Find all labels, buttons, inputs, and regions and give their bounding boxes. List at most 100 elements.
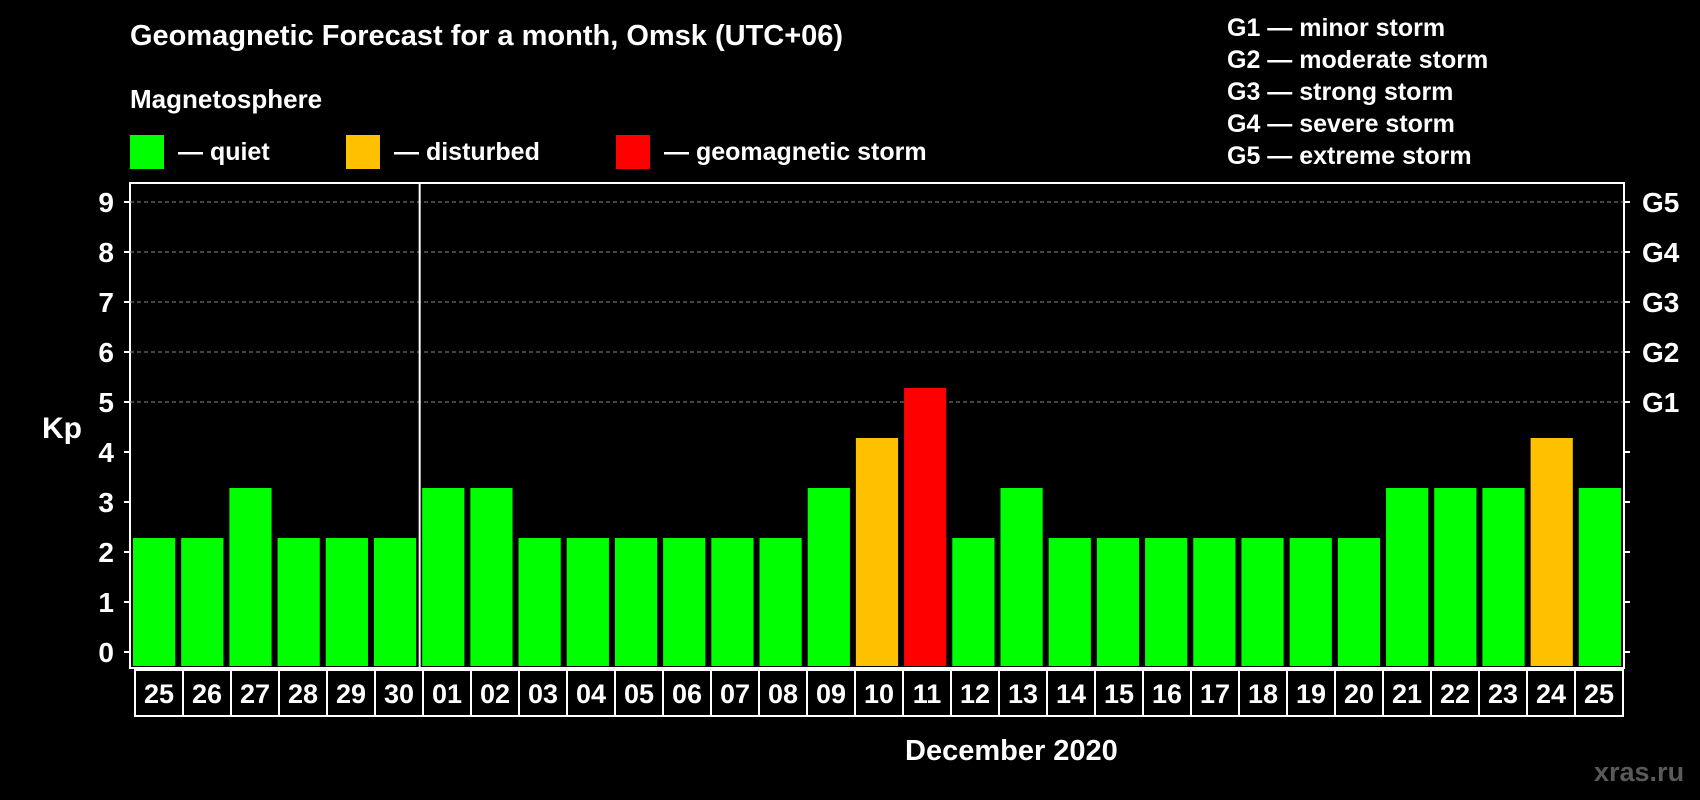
- y-tick-label: 5: [98, 387, 114, 418]
- x-tick-label: 12: [960, 679, 990, 709]
- storm-scale-g2: G2 — moderate storm: [1227, 46, 1489, 74]
- legend-label-storm: — geomagnetic storm: [664, 137, 927, 166]
- kp-bar: [1482, 488, 1525, 666]
- storm-scale-g1: G1 — minor storm: [1227, 14, 1446, 42]
- x-tick-label: 23: [1488, 679, 1518, 709]
- g-scale-label: G2: [1642, 337, 1679, 368]
- legend-item-disturbed: — disturbed: [346, 135, 540, 169]
- x-tick-label: 24: [1536, 679, 1566, 709]
- x-tick-label: 25: [144, 679, 174, 709]
- kp-bar: [1434, 488, 1477, 666]
- x-tick-label: 18: [1248, 679, 1278, 709]
- x-tick-label: 07: [720, 679, 750, 709]
- kp-bar: [1241, 538, 1284, 666]
- kp-bar: [1048, 538, 1091, 666]
- kp-bar: [807, 488, 850, 666]
- kp-bar: [325, 538, 368, 666]
- kp-bar: [470, 488, 513, 666]
- kp-bar: [229, 488, 272, 666]
- kp-bar: [1193, 538, 1236, 666]
- g-scale-label: G1: [1642, 387, 1679, 418]
- kp-bar: [614, 538, 658, 666]
- kp-bar: [711, 538, 754, 666]
- kp-bar: [1096, 538, 1140, 666]
- x-tick-label: 29: [336, 679, 366, 709]
- x-tick-label: 26: [192, 679, 222, 709]
- x-tick-label: 28: [288, 679, 318, 709]
- y-tick-label: 3: [98, 487, 114, 518]
- g-scale-label: G4: [1642, 237, 1680, 268]
- x-tick-label: 02: [480, 679, 510, 709]
- plot-frame: [129, 182, 1625, 669]
- kp-bar: [759, 538, 802, 666]
- x-tick-label: 30: [384, 679, 414, 709]
- legend-item-storm: — geomagnetic storm: [616, 135, 927, 169]
- kp-bar: [181, 538, 224, 666]
- x-tick-label: 08: [768, 679, 798, 709]
- date-axis-box: [134, 669, 1624, 717]
- y-axis-title: Kp: [42, 412, 82, 445]
- storm-scale-g5: G5 — extreme storm: [1227, 142, 1472, 170]
- x-tick-label: 16: [1152, 679, 1182, 709]
- kp-bar: [1530, 438, 1573, 666]
- kp-bar: [1337, 538, 1381, 666]
- x-axis-title: December 2020: [905, 735, 1118, 767]
- x-tick-label: 11: [913, 679, 942, 709]
- legend-swatch-storm: [616, 135, 650, 169]
- legend-swatch-disturbed: [346, 135, 380, 169]
- x-tick-label: 15: [1104, 679, 1134, 709]
- x-tick-label: 01: [432, 679, 462, 709]
- legend-swatch-quiet: [130, 135, 164, 169]
- y-tick-label: 9: [98, 187, 114, 218]
- x-tick-label: 17: [1200, 679, 1230, 709]
- x-tick-label: 03: [528, 679, 558, 709]
- x-tick-label: 14: [1056, 679, 1086, 709]
- watermark: xras.ru: [1594, 757, 1685, 787]
- x-tick-label: 27: [240, 679, 270, 709]
- legend-subtitle: Magnetosphere: [130, 84, 323, 114]
- kp-bar: [133, 538, 176, 666]
- kp-bar: [904, 388, 947, 666]
- chart-title: Geomagnetic Forecast for a month, Omsk (…: [130, 20, 844, 52]
- kp-bar: [855, 438, 899, 666]
- x-tick-label: 09: [816, 679, 846, 709]
- storm-scale-legend: G1 — minor storm G2 — moderate storm G3 …: [1227, 12, 1488, 172]
- y-tick-label: 1: [98, 587, 114, 618]
- kp-bar: [1289, 538, 1332, 666]
- kp-bar: [373, 538, 417, 666]
- legend-label-quiet: — quiet: [178, 137, 270, 166]
- x-tick-label: 21: [1392, 679, 1422, 709]
- kp-bar: [566, 538, 609, 666]
- g-scale-label: G3: [1642, 287, 1679, 318]
- x-tick-label: 13: [1008, 679, 1038, 709]
- kp-bar: [1145, 538, 1188, 666]
- x-tick-label: 20: [1344, 679, 1374, 709]
- storm-scale-g4: G4 — severe storm: [1227, 110, 1455, 138]
- y-tick-label: 8: [98, 237, 114, 268]
- y-tick-label: 7: [98, 287, 114, 318]
- g-scale-label: G5: [1642, 187, 1679, 218]
- y-tick-label: 0: [98, 637, 114, 668]
- kp-bar: [518, 538, 561, 666]
- x-tick-label: 25: [1584, 679, 1614, 709]
- x-tick-label: 19: [1296, 679, 1326, 709]
- x-tick-label: 05: [624, 679, 654, 709]
- x-tick-label: 04: [576, 679, 606, 709]
- storm-scale-g3: G3 — strong storm: [1227, 78, 1454, 106]
- kp-bar: [1386, 488, 1429, 666]
- kp-bar: [277, 538, 320, 666]
- kp-bar: [422, 488, 465, 666]
- kp-bar: [1000, 488, 1043, 666]
- y-tick-label: 2: [98, 537, 114, 568]
- x-tick-label: 06: [672, 679, 702, 709]
- legend-label-disturbed: — disturbed: [394, 137, 540, 166]
- y-tick-label: 4: [98, 437, 114, 468]
- kp-bar: [1578, 488, 1621, 666]
- x-tick-label: 10: [864, 679, 894, 709]
- x-tick-label: 22: [1440, 679, 1470, 709]
- kp-bar: [952, 538, 995, 666]
- kp-bar: [663, 538, 706, 666]
- y-tick-label: 6: [98, 337, 114, 368]
- legend-item-quiet: — quiet: [130, 135, 270, 169]
